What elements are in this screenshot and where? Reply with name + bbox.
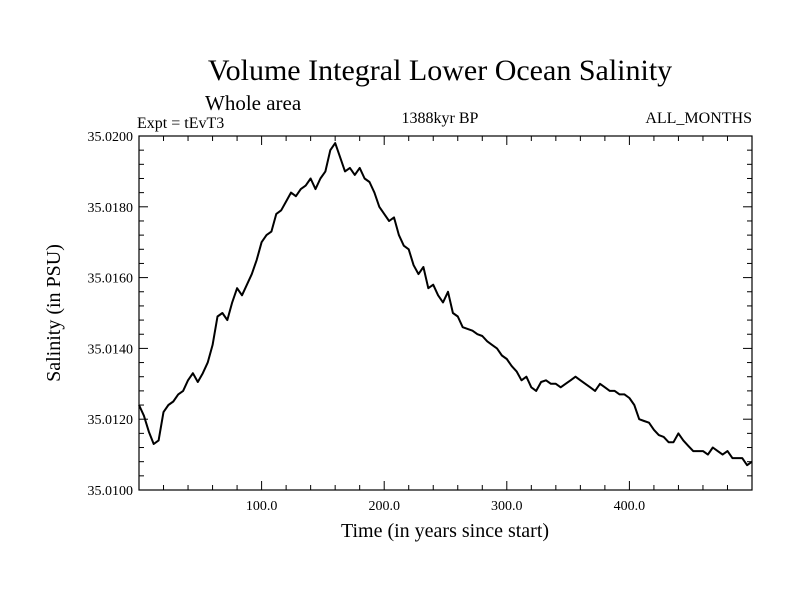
- y-axis: 35.0100 35.0120 35.0140 35.0160 35.0180 35.02…: [88, 130, 752, 499]
- x-axis: 100.0 200.0 300.0 400.0: [163, 136, 728, 514]
- y-tick-label: 35.0100: [88, 484, 134, 499]
- x-axis-label: Time (in years since start): [341, 520, 549, 542]
- x-tick-label: 400.0: [614, 499, 646, 514]
- x-tick-label: 300.0: [491, 499, 523, 514]
- chart-title: Volume Integral Lower Ocean Salinity: [208, 54, 672, 87]
- y-tick-label: 35.0140: [88, 342, 134, 357]
- chart-subtitle: Whole area: [205, 91, 302, 115]
- y-tick-label: 35.0160: [88, 272, 134, 287]
- experiment-label: Expt = tEvT3: [137, 115, 224, 132]
- y-tick-label: 35.0180: [88, 201, 134, 216]
- x-tick-label: 100.0: [246, 499, 278, 514]
- y-tick-label: 35.0120: [88, 413, 134, 428]
- y-axis-label: Salinity (in PSU): [43, 244, 65, 382]
- y-tick-label: 35.0200: [88, 130, 134, 145]
- plot-frame: [138, 135, 753, 491]
- period-label: 1388kyr BP: [402, 110, 479, 127]
- x-tick-label: 200.0: [368, 499, 400, 514]
- months-label: ALL_MONTHS: [645, 110, 752, 127]
- series-line-salinity: [138, 142, 753, 467]
